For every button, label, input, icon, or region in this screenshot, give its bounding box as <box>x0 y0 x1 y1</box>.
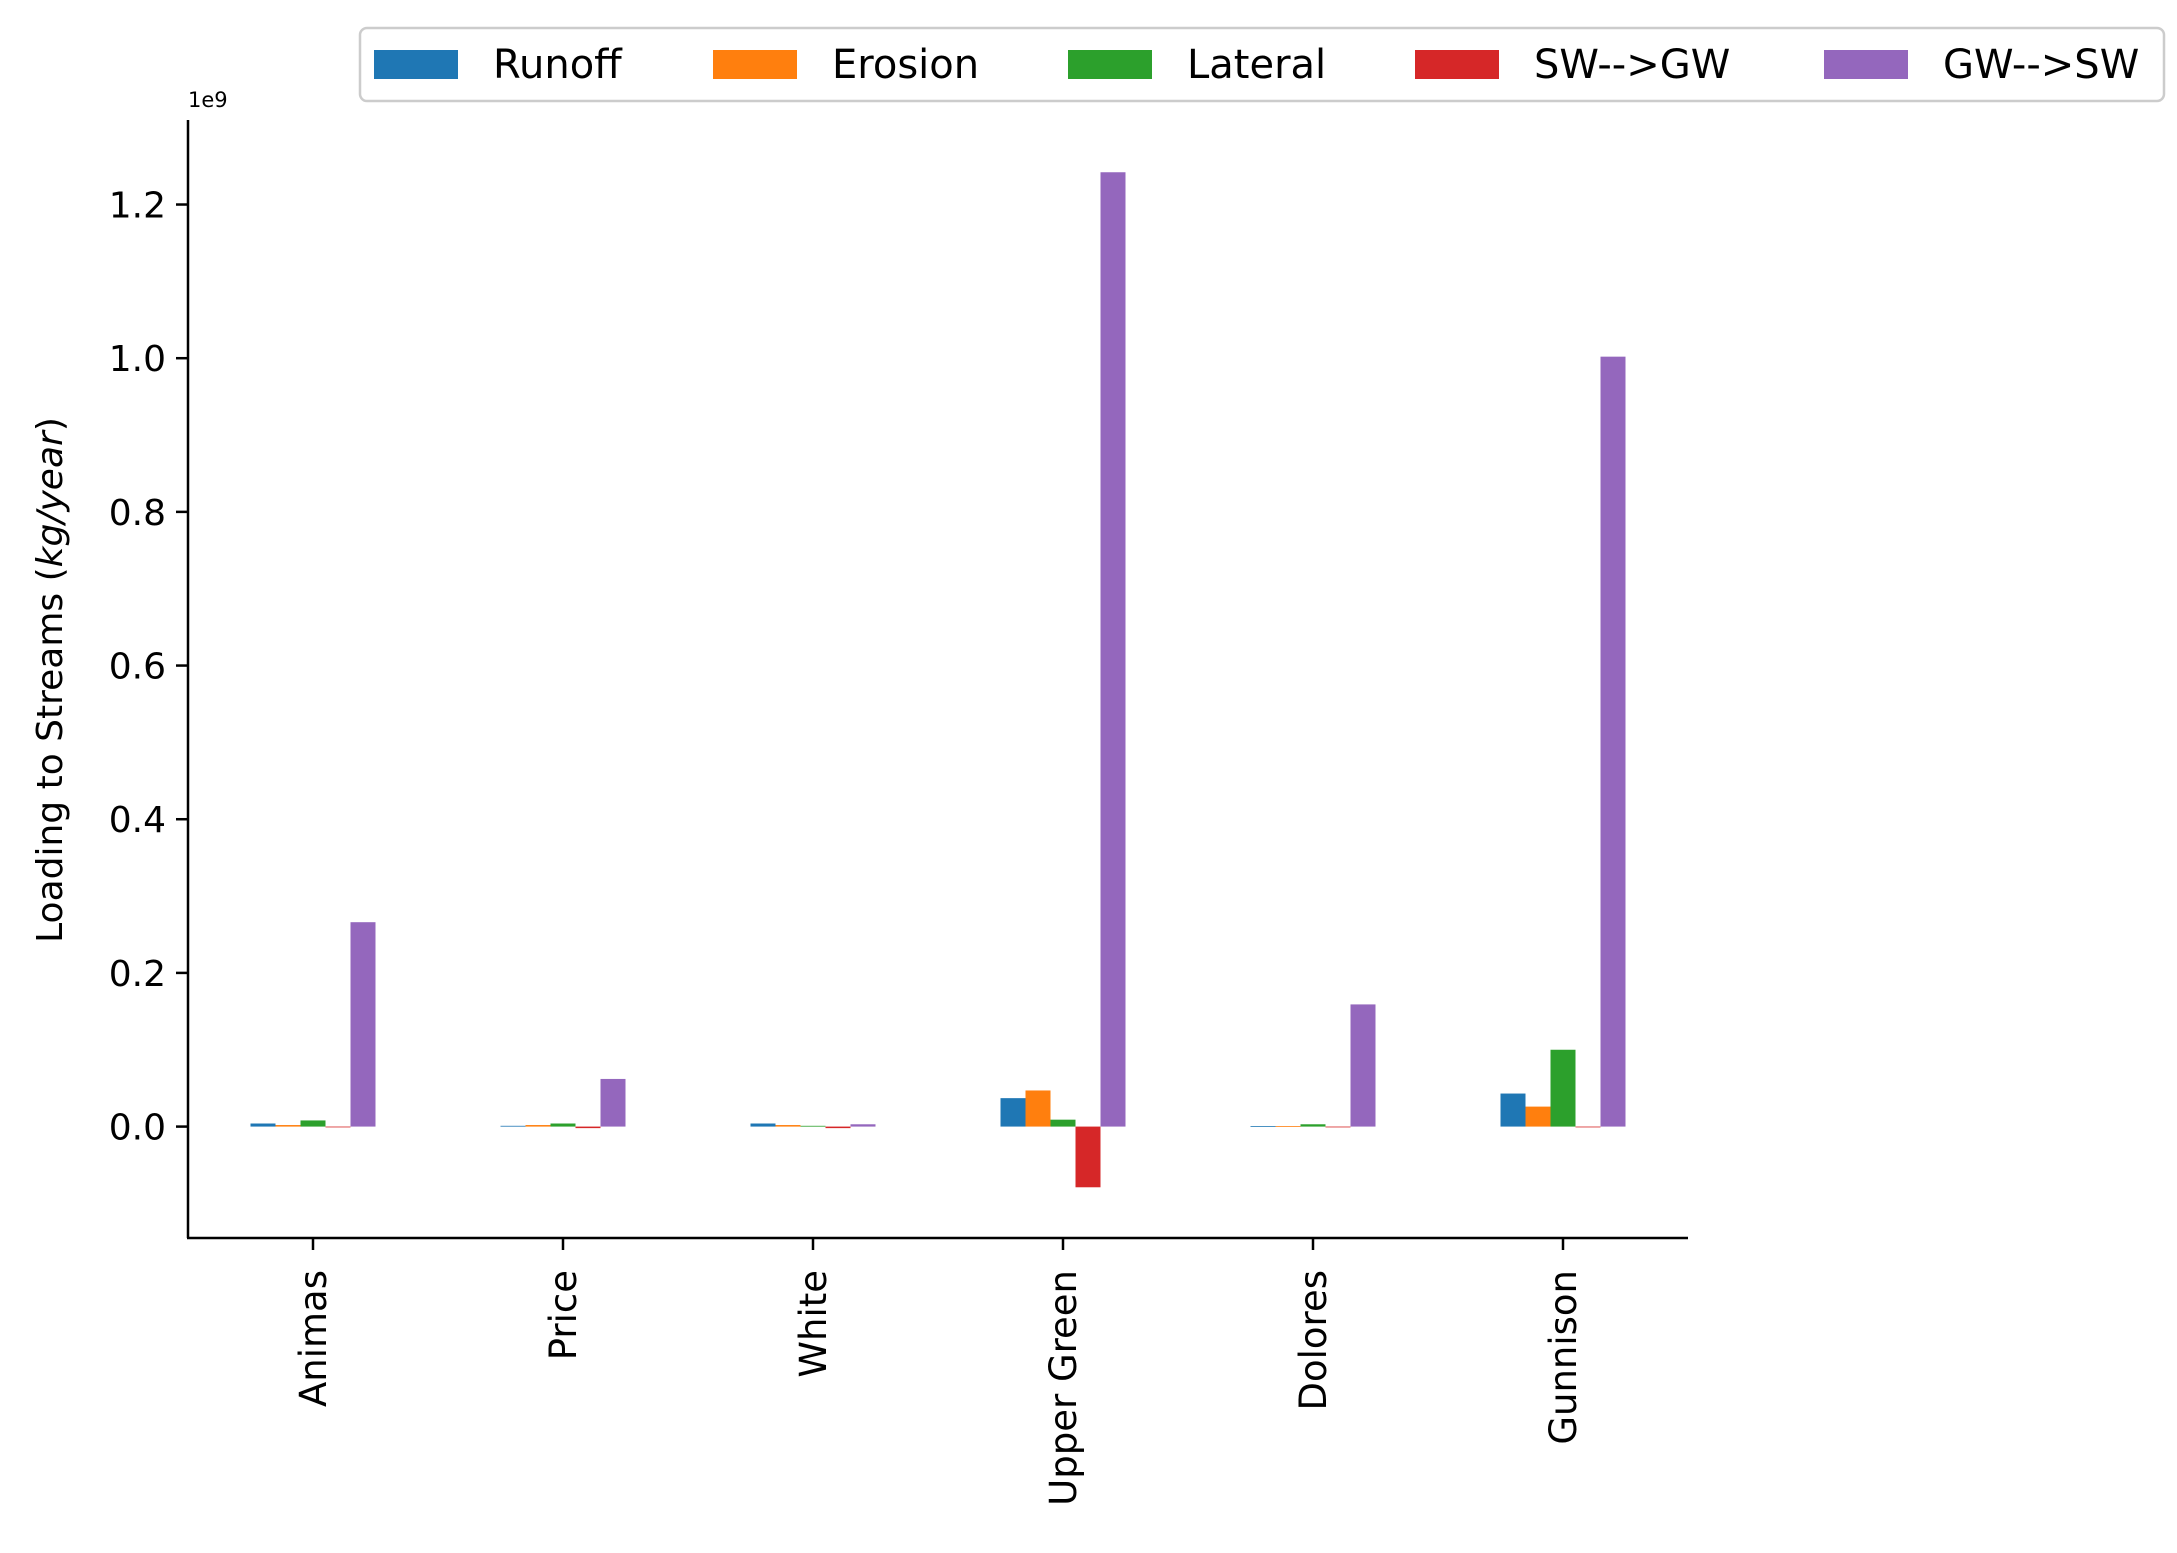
y-tick-label: 0.6 <box>109 647 166 688</box>
bar-upper-green-runoff <box>1000 1098 1026 1127</box>
bar-price-sw-gw <box>575 1126 601 1129</box>
bar-dolores-sw-gw <box>1325 1126 1351 1128</box>
bar-animas-lateral <box>300 1120 326 1127</box>
bar-dolores-runoff <box>1250 1126 1276 1127</box>
y-tick-label: 0.8 <box>109 493 166 534</box>
bar-price-erosion <box>525 1125 551 1127</box>
x-tick-label: Price <box>542 1270 585 1360</box>
legend-label: Erosion <box>832 42 979 88</box>
legend-label: Lateral <box>1187 42 1326 88</box>
bar-animas-gw-sw <box>350 922 376 1127</box>
legend-items: Runoff Erosion Lateral SW-->GW GW-->SW <box>374 42 2139 88</box>
bar-price-runoff <box>500 1125 526 1127</box>
bars-layer <box>250 172 1626 1188</box>
legend-swatch <box>713 50 797 79</box>
bar-gunnison-gw-sw <box>1600 356 1626 1127</box>
bar-gunnison-sw-gw <box>1575 1126 1601 1128</box>
bar-animas-erosion <box>275 1125 301 1127</box>
bar-price-gw-sw <box>600 1078 626 1127</box>
legend-swatch <box>1415 50 1499 79</box>
y-tick-label: 1.2 <box>109 186 166 227</box>
bar-gunnison-erosion <box>1525 1106 1551 1127</box>
bar-dolores-erosion <box>1275 1126 1301 1127</box>
x-tick-label: Gunnison <box>1542 1270 1585 1445</box>
bar-upper-green-sw-gw <box>1075 1126 1101 1188</box>
y-axis-label-suffix: ) <box>30 417 71 431</box>
bar-white-sw-gw <box>825 1126 851 1129</box>
y-offset-text: 1e9 <box>188 88 228 112</box>
x-tick-label: Dolores <box>1292 1270 1335 1410</box>
y-tick-label: 0.0 <box>109 1108 166 1149</box>
bar-dolores-gw-sw <box>1350 1004 1376 1127</box>
bar-upper-green-lateral <box>1050 1119 1076 1127</box>
legend-label: Runoff <box>493 42 623 88</box>
y-axis-label-prefix: Loading to Streams ( <box>30 567 71 943</box>
x-ticks: Animas Price White Upper Green Dolores Gunnis… <box>292 1238 1585 1506</box>
x-tick-label: Upper Green <box>1042 1270 1085 1506</box>
x-tick-label: Animas <box>292 1270 335 1407</box>
axes <box>186 120 1688 1240</box>
legend-swatch <box>374 50 458 79</box>
bar-animas-runoff <box>250 1123 276 1127</box>
x-tick-label: White <box>792 1270 835 1378</box>
y-tick-label: 0.4 <box>109 800 166 841</box>
legend-swatch <box>1824 50 1908 79</box>
bar-white-erosion <box>775 1125 801 1127</box>
bar-gunnison-lateral <box>1550 1049 1576 1127</box>
y-tick-label: 0.2 <box>109 954 166 995</box>
legend-swatch <box>1068 50 1152 79</box>
bar-white-runoff <box>750 1123 776 1127</box>
y-axis-label: Loading to Streams (kg/year) <box>30 417 71 943</box>
bar-gunnison-runoff <box>1500 1093 1526 1127</box>
legend-label: SW-->GW <box>1534 42 1730 88</box>
y-tick-label: 1.0 <box>109 339 166 380</box>
bar-animas-sw-gw <box>325 1126 351 1128</box>
y-axis-label-units: kg/year <box>30 429 71 567</box>
legend: Runoff Erosion Lateral SW-->GW GW-->SW <box>358 26 2166 103</box>
y-ticks: 0.0 0.2 0.4 0.6 0.8 1.0 1.2 <box>109 186 188 1149</box>
legend-label: GW-->SW <box>1943 42 2139 88</box>
bar-white-lateral <box>800 1125 826 1127</box>
bar-dolores-lateral <box>1300 1124 1326 1127</box>
bar-upper-green-erosion <box>1025 1090 1051 1127</box>
bar-upper-green-gw-sw <box>1100 172 1126 1127</box>
legend-frame <box>358 26 2166 103</box>
bar-price-lateral <box>550 1123 576 1127</box>
bar-white-gw-sw <box>850 1124 876 1127</box>
